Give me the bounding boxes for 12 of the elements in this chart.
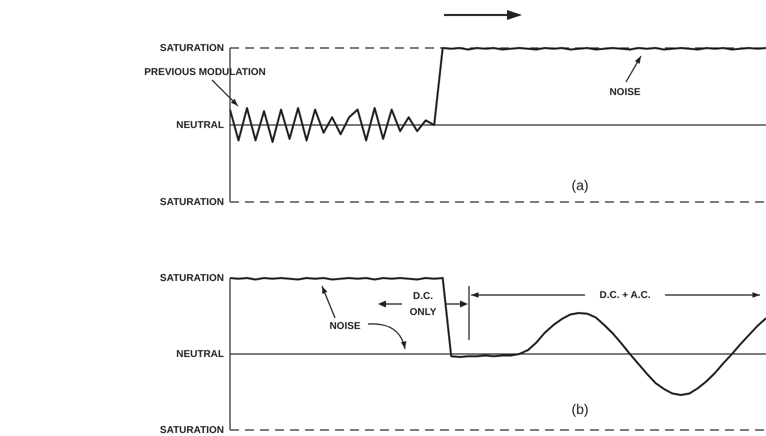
text: (a)	[571, 176, 589, 193]
text: SATURATION	[160, 272, 224, 284]
text: SATURATION	[160, 424, 224, 436]
annotation: D.C. + A.C.	[599, 290, 651, 301]
text: NEUTRAL	[176, 120, 224, 131]
text: SATURATION	[160, 42, 224, 54]
annotation: NOISE	[329, 320, 361, 332]
text: NEUTRAL	[176, 348, 224, 360]
text: (b)	[571, 400, 589, 417]
annotation: NOISE	[609, 86, 641, 98]
text: SATURATION	[160, 196, 224, 208]
annotation: D.C. ONLY	[410, 290, 437, 318]
